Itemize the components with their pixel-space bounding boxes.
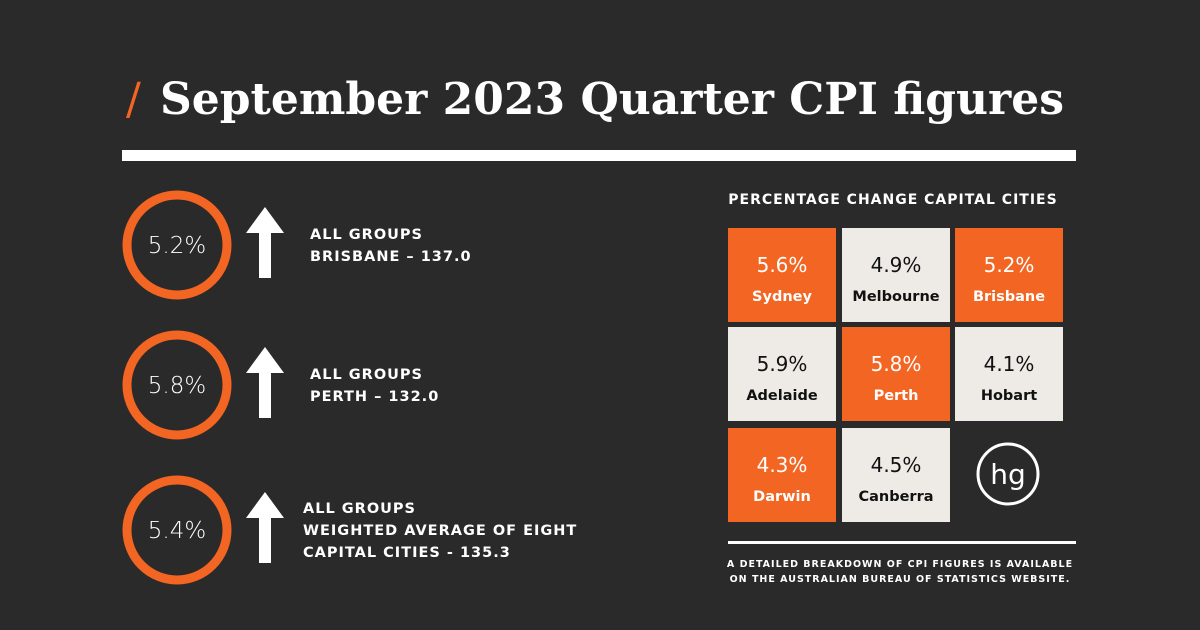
highlight-value: 5.8% xyxy=(148,373,206,399)
city-cell xyxy=(728,327,836,421)
city-name: Melbourne xyxy=(852,289,939,305)
arrow xyxy=(246,207,284,278)
city-value: 4.5% xyxy=(871,453,922,477)
city-value: 5.9% xyxy=(757,352,808,376)
ring xyxy=(122,475,232,585)
highlight-label: BRISBANE – 137.0 xyxy=(310,249,472,265)
city-cell xyxy=(842,428,950,522)
highlight-label: WEIGHTED AVERAGE OF EIGHT xyxy=(303,523,577,539)
footnote-rule xyxy=(728,541,1076,544)
city-cell xyxy=(728,428,836,522)
city-name: Perth xyxy=(874,388,919,404)
grid-heading: PERCENTAGE CHANGE CAPITAL CITIES xyxy=(728,192,1057,208)
highlight-label: ALL GROUPS xyxy=(303,501,416,517)
city-name: Hobart xyxy=(981,388,1037,404)
city-name: Canberra xyxy=(858,489,933,505)
footnote: ON THE AUSTRALIAN BUREAU OF STATISTICS W… xyxy=(730,574,1071,585)
footnote: A DETAILED BREAKDOWN OF CPI FIGURES IS A… xyxy=(727,559,1073,570)
city-cell xyxy=(842,327,950,421)
city-name: Adelaide xyxy=(746,388,818,404)
highlight-value: 5.2% xyxy=(148,233,206,259)
city-value: 5.2% xyxy=(984,253,1035,277)
city-cell xyxy=(955,228,1063,322)
highlight-label: ALL GROUPS xyxy=(310,227,423,243)
ring xyxy=(122,330,232,440)
city-value: 4.9% xyxy=(871,253,922,277)
city-cell xyxy=(842,228,950,322)
city-name: Brisbane xyxy=(973,289,1045,305)
highlight-label: CAPITAL CITIES - 135.3 xyxy=(303,545,511,561)
title: September 2023 Quarter CPI figures xyxy=(160,74,1064,125)
title-prefix: / xyxy=(126,74,141,125)
city-cell xyxy=(728,228,836,322)
highlight-label: PERTH – 132.0 xyxy=(310,389,439,405)
ring xyxy=(122,190,232,300)
title-rule xyxy=(122,150,1076,161)
logo: hg xyxy=(990,458,1026,491)
city-name: Darwin xyxy=(753,489,811,505)
arrow xyxy=(246,492,284,563)
city-value: 4.1% xyxy=(984,352,1035,376)
logo-ring xyxy=(976,442,1040,506)
city-value: 5.6% xyxy=(757,253,808,277)
highlight-value: 5.4% xyxy=(148,518,206,544)
arrow xyxy=(246,347,284,418)
city-value: 4.3% xyxy=(757,453,808,477)
city-name: Sydney xyxy=(752,289,812,305)
city-cell xyxy=(955,327,1063,421)
city-value: 5.8% xyxy=(871,352,922,376)
highlight-label: ALL GROUPS xyxy=(310,367,423,383)
